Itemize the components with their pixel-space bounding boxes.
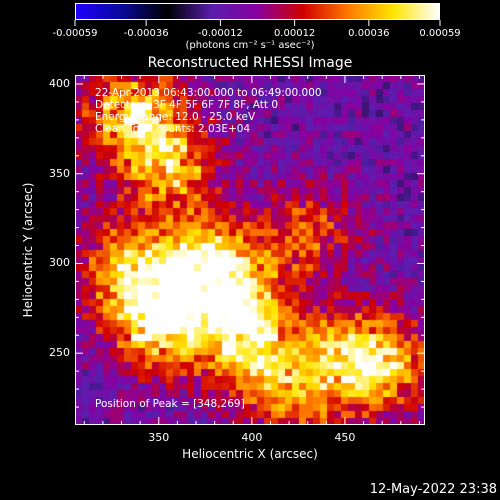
colorbar-tick-label: 0.00012 [274,28,315,39]
colorbar-tick-label: -0.00059 [53,28,98,39]
colorbar-unit: (photons cm⁻² s⁻¹ asec⁻²) [185,40,315,51]
colorbar-axis: -0.00059 -0.00036 -0.00012 0.00012 0.00036 0.… [53,20,461,39]
detectors: Detectors: 3F 4F 5F 6F 7F 8F, Att 0 [95,99,279,111]
colorbar-tick-label: 0.00036 [348,28,389,39]
y-tick-label: 250 [49,346,70,360]
colorbar-tick-label: -0.00036 [124,28,169,39]
plot-border [75,75,425,425]
x-tick-label: 400 [241,431,263,444]
heatmap-image [75,75,425,425]
timestamp: 12-May-2022 23:38 [369,482,497,497]
y-tick-label: 400 [49,76,70,90]
colorbar-tick-label: -0.00012 [198,28,243,39]
x-tick-label: 350 [148,431,170,444]
plot-frame [75,75,425,425]
y-tick-label: 350 [49,166,70,180]
time-range: 22-Apr-2013 06:43:00.000 to 06:49:00.000 [95,87,322,99]
total-counts: Clean Total counts: 2.03E+04 [95,123,251,135]
observation-info: 22-Apr-2013 06:43:00.000 to 06:49:00.000… [95,87,322,135]
x-axis-label: Heliocentric X (arcsec) [182,447,318,461]
colorbar-tick-label: 0.00059 [419,28,460,39]
colorbar [75,3,440,20]
x-tick-label: 450 [334,431,356,444]
y-axis-label: Heliocentric Y (arcsec) [21,182,35,318]
energy-range: Energy Range: 12.0 - 25.0 keV [95,111,256,123]
chart-title: Reconstructed RHESSI Image [147,55,353,71]
y-tick-label: 300 [49,256,70,270]
peak-position: Position of Peak = [348,269] [95,398,245,410]
